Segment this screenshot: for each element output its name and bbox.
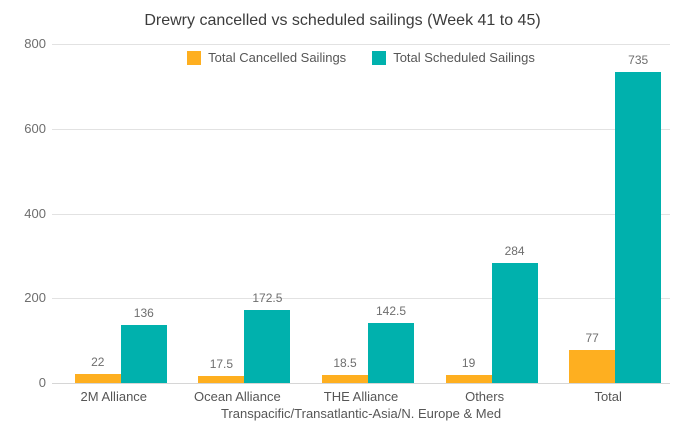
bar-total-cancelled-sailings-2m-alliance[interactable] [74, 374, 121, 383]
bar-value-label-total-scheduled-sailings-total: 735 [628, 53, 649, 67]
bar-value-label-total-cancelled-sailings-others: 19 [461, 356, 476, 370]
bar-total-cancelled-sailings-ocean-alliance[interactable] [198, 376, 245, 383]
legend: Total Cancelled Sailings Total Scheduled … [52, 50, 670, 65]
category-label-2m-alliance: 2M Alliance [80, 389, 148, 404]
bar-total-scheduled-sailings-2m-alliance[interactable] [120, 325, 167, 383]
y-tick-label-0: 0 [38, 375, 46, 390]
bar-value-label-total-cancelled-sailings-2m-alliance: 22 [91, 355, 105, 369]
x-axis-label: Transpacific/Transatlantic-Asia/N. Europ… [220, 406, 502, 421]
bar-total-cancelled-sailings-the-alliance[interactable] [322, 375, 368, 383]
gridline-800 [52, 44, 670, 45]
bar-value-label-total-cancelled-sailings-total: 77 [585, 331, 599, 345]
bar-value-label-total-cancelled-sailings-ocean-alliance: 17.5 [209, 357, 234, 371]
legend-label: Total Cancelled Sailings [208, 50, 347, 65]
chart-title: Drewry cancelled vs scheduled sailings (… [144, 12, 541, 29]
bar-value-label-total-cancelled-sailings-the-alliance: 18.5 [333, 356, 357, 370]
legend-item-total-scheduled-sailings[interactable]: Total Scheduled Sailings [372, 50, 535, 65]
category-label-total: Total [594, 389, 622, 404]
category-label-others: Others [465, 389, 505, 404]
category-label-the-alliance: THE Alliance [323, 389, 399, 404]
legend-item-total-cancelled-sailings[interactable]: Total Cancelled Sailings [187, 50, 346, 65]
bar-total-scheduled-sailings-total[interactable] [615, 72, 662, 383]
bar-value-label-total-scheduled-sailings-the-alliance: 142.5 [375, 304, 407, 318]
y-tick-label-400: 400 [24, 205, 46, 221]
bar-value-label-total-scheduled-sailings-2m-alliance: 136 [133, 306, 154, 320]
bar-total-scheduled-sailings-ocean-alliance[interactable] [244, 310, 291, 383]
category-label-ocean-alliance: Ocean Alliance [194, 389, 281, 404]
gridline-600 [52, 128, 670, 130]
legend-label: Total Scheduled Sailings [393, 50, 535, 65]
gridline-0 [52, 383, 670, 384]
bar-total-scheduled-sailings-others[interactable] [491, 263, 538, 383]
y-tick-label-600: 600 [24, 120, 46, 136]
legend-swatch-total-cancelled-sailings [187, 50, 202, 65]
gridline-200 [52, 298, 670, 300]
bar-value-label-total-scheduled-sailings-ocean-alliance: 172.5 [252, 291, 283, 305]
y-tick-label-800: 800 [24, 36, 46, 51]
y-tick-label-200: 200 [24, 290, 46, 306]
bar-total-cancelled-sailings-total[interactable] [569, 350, 616, 383]
bar-total-cancelled-sailings-others[interactable] [445, 375, 492, 383]
bar-total-scheduled-sailings-the-alliance[interactable] [368, 323, 414, 383]
gridline-400 [52, 213, 670, 215]
plot-area: 22 136 17.5 172.5 18.5 142.5 19 284 77 735 [52, 44, 670, 384]
bar-value-label-total-scheduled-sailings-others: 284 [504, 244, 525, 258]
legend-swatch-total-scheduled-sailings [372, 50, 387, 65]
